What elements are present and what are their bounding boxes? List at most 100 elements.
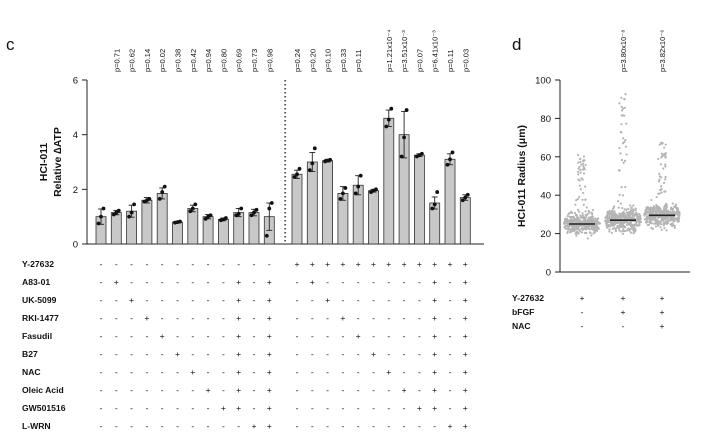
panel-d-data-point (585, 216, 588, 219)
panel-c-treatment-mark: + (340, 313, 345, 323)
panel-d-data-point (576, 198, 579, 201)
panel-d-data-point (645, 213, 648, 216)
panel-d-data-point (584, 219, 588, 222)
panel-c-treatment-mark: - (145, 403, 148, 413)
panel-d-data-point (633, 217, 636, 220)
panel-d-data-point (620, 186, 623, 189)
panel-c-treatment-mark: - (296, 385, 299, 395)
panel-d-data-point (570, 221, 574, 224)
panel-d-data-point (582, 224, 586, 227)
panel-d-treatment-mark: + (579, 293, 584, 303)
panel-d-data-point (581, 212, 584, 215)
panel-d-data-point (616, 224, 619, 227)
panel-c-bar (337, 193, 349, 245)
panel-c-treatment-mark: - (222, 331, 225, 341)
panel-c-treatment-mark: - (326, 403, 329, 413)
panel-c-treatment-mark: - (100, 277, 103, 287)
panel-c-treatment-mark: - (176, 259, 179, 269)
panel-d-data-point (586, 212, 589, 216)
panel-d-letter: d (512, 35, 521, 54)
panel-c-data-point (450, 150, 455, 155)
panel-d-data-point (649, 218, 652, 221)
panel-d-data-point (578, 210, 581, 214)
panel-d-data-point (661, 210, 664, 213)
panel-d-data-point (635, 211, 638, 214)
panel-c-p-value: p=0.42 (189, 49, 198, 72)
panel-c-treatment-mark: - (253, 259, 256, 269)
panel-c-data-point (132, 202, 137, 207)
panel-c-treatment-mark: - (296, 295, 299, 305)
panel-c-data-point (208, 213, 213, 218)
panel-c-data-point (99, 214, 103, 219)
panel-c-treatment-mark: - (145, 385, 148, 395)
panel-c-treatment-mark: - (176, 367, 179, 377)
panel-c-treatment-mark: + (144, 313, 149, 323)
panel-c-treatment-mark: + (432, 349, 437, 359)
panel-d-data-point (576, 153, 580, 157)
panel-d-data-point (665, 229, 668, 232)
panel-c-treatment-label: Fasudil (22, 331, 52, 341)
panel-d-data-point (620, 158, 624, 162)
panel-d-data-point (584, 210, 587, 213)
panel-c-treatment-mark: - (222, 349, 225, 359)
panel-c-treatment-mark: + (175, 349, 180, 359)
panel-c-treatment-mark: + (386, 259, 391, 269)
panel-d-data-point (584, 163, 587, 167)
panel-c-treatment-mark: + (114, 277, 119, 287)
panel-c-treatment-mark: - (418, 385, 421, 395)
panel-d-data-point (648, 211, 651, 215)
panel-d-data-point (622, 107, 625, 110)
panel-d-data-point (658, 178, 661, 181)
panel-c-treatment-mark: - (176, 403, 179, 413)
panel-c-treatment-mark: + (236, 349, 241, 359)
panel-c-data-point (147, 197, 152, 201)
panel-d-data-point (612, 205, 616, 208)
panel-c-treatment-mark: + (160, 331, 165, 341)
panel-c-data-point (460, 198, 465, 203)
panel-c-letter: c (6, 35, 15, 54)
panel-d-ytick-label: 100 (535, 76, 551, 87)
panel-c-treatment-mark: + (356, 331, 361, 341)
panel-d-data-point (659, 163, 663, 166)
panel-c-data-point (448, 157, 452, 162)
panel-d-data-point (674, 203, 678, 206)
panel-d-data-point (660, 152, 663, 155)
panel-c-bar (444, 158, 456, 245)
panel-d-data-point (575, 234, 578, 237)
panel-c-treatment-mark: - (100, 421, 103, 431)
panel-d-data-point (579, 188, 582, 191)
panel-d-data-point (617, 206, 620, 209)
panel-d-data-point (565, 224, 569, 227)
panel-d-data-point (656, 207, 659, 210)
panel-c-data-point (338, 197, 343, 201)
panel-c-p-value: p=0.11 (446, 49, 455, 72)
panel-d-data-point (572, 226, 575, 229)
panel-d-data-point (649, 207, 652, 210)
panel-c-bar (202, 216, 214, 245)
panel-c-p-value: p=3.51x10⁻³ (400, 30, 409, 72)
panel-c-treatment-mark: + (417, 259, 422, 269)
panel-d-data-point (580, 227, 583, 230)
panel-d-data-point (666, 209, 669, 212)
panel-d-data-point (618, 193, 621, 196)
panel-d-data-point (594, 217, 597, 220)
panel-c-treatment-mark: + (310, 277, 315, 287)
panel-d-data-point (645, 221, 648, 224)
panel-c-treatment-mark: - (357, 403, 360, 413)
panel-d-data-point (626, 212, 630, 215)
panel-c-treatment-mark: - (176, 421, 179, 431)
panel-c-treatment-mark: + (267, 367, 272, 377)
panel-c-treatment-mark: + (310, 259, 315, 269)
panel-d-data-point (622, 161, 625, 164)
panel-c-treatment-mark: - (161, 421, 164, 431)
panel-c-ylabel-line2: Relative ∆ATP (52, 127, 64, 197)
panel-d-data-point (645, 216, 648, 219)
panel-d-data-point (662, 167, 665, 170)
panel-d-data-point (643, 212, 646, 216)
panel-c-data-point (129, 210, 134, 215)
panel-d-data-point (664, 156, 667, 159)
panel-c-treatment-label: A83-01 (22, 277, 50, 287)
panel-c-treatment-mark: - (191, 349, 194, 359)
panel-d-axes (559, 80, 690, 273)
panel-c-treatment-mark: - (418, 277, 421, 287)
